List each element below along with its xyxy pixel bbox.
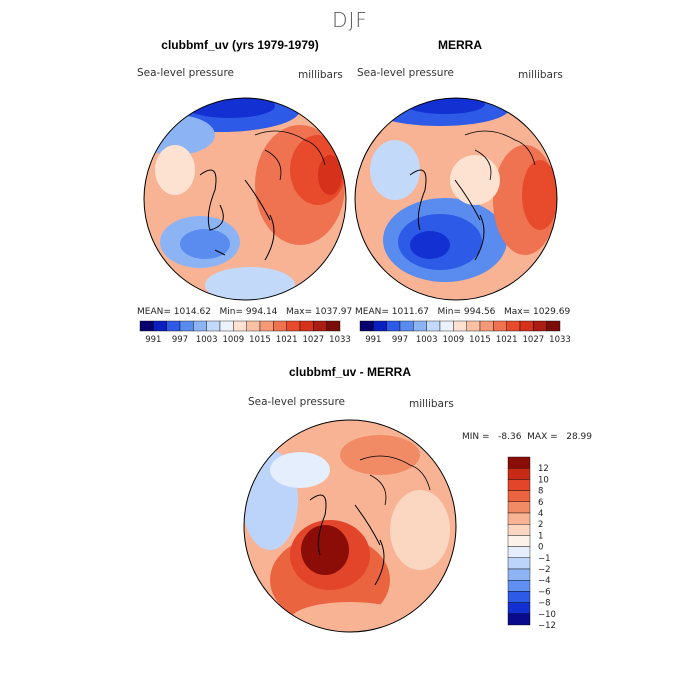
panel-2-colorbar-swatch <box>359 320 374 332</box>
panel-1-colorbar-swatch <box>166 320 181 332</box>
panel-1-colorbar-tick-label: 1015 <box>249 335 271 345</box>
panel-1-colorbar-swatch <box>286 320 301 332</box>
panel-3-map-border <box>243 419 457 633</box>
panel-3-colorbar-tick-label: 0 <box>538 543 543 553</box>
panel-3-colorbar-tick-label: 8 <box>538 487 543 497</box>
panel-2-colorbar-tick-label: 997 <box>392 335 408 345</box>
panel-2-colorbar-tick-label: 1009 <box>443 335 465 345</box>
panel-2-stats: MEAN= 1011.67 Min= 994.56 Max= 1029.69 <box>355 307 571 317</box>
panel-2-colorbar-tick-label: 1021 <box>496 335 518 345</box>
panel-1-colorbar-tick-label: 1033 <box>329 335 351 345</box>
panel-2-colorbar-swatch <box>453 320 467 332</box>
panel-1-colorbar-swatch <box>179 320 194 332</box>
panel-2-units-label: millibars <box>518 69 563 81</box>
panel-3-colorbar-swatch <box>507 580 531 592</box>
panel-2-colorbar-swatch <box>493 320 507 332</box>
panel-2-colorbar-tick-label: 1015 <box>469 335 491 345</box>
panel-2-map <box>355 98 557 300</box>
panel-1-colorbar-swatch <box>206 320 221 332</box>
panel-2-colorbar-swatch <box>439 320 454 332</box>
panel-3-colorbar-tick-label: 12 <box>538 464 549 474</box>
panel-3-colorbar-tick-label: 10 <box>538 475 549 485</box>
panel-1-colorbar-tick-label: 1021 <box>276 335 298 345</box>
panel-1-colorbar-swatch <box>259 320 274 332</box>
panel-3-colorbar-swatch <box>507 546 531 558</box>
panel-2-colorbar-tick-label: 1003 <box>416 335 438 345</box>
panel-2-colorbar-swatch <box>373 320 387 332</box>
panel-2-colorbar-swatch <box>533 320 547 332</box>
panel-3-colorbar-swatch <box>507 490 531 503</box>
panel-3-colorbar-swatch <box>507 535 531 547</box>
panel-1-colorbar-tick-label: 1003 <box>196 335 218 345</box>
panel-3-colorbar-swatch <box>507 524 531 536</box>
panel-3-colorbar-tick-label: 6 <box>538 498 543 508</box>
panel-1-colorbar-tick-label: 991 <box>145 335 161 345</box>
panel-1-colorbar-swatch <box>139 320 154 332</box>
panel-2-colorbar-swatch <box>413 320 427 332</box>
panel-3-colorbar-swatch <box>507 613 531 626</box>
panel-3-colorbar-swatch <box>507 468 531 480</box>
panel-3-colorbar-swatch <box>507 591 531 603</box>
panel-2-colorbar-swatch <box>479 320 494 332</box>
panel-3-colorbar-swatch <box>507 602 531 614</box>
panel-3-colorbar-swatch <box>507 568 531 581</box>
panel-2-colorbar-swatch <box>399 320 414 332</box>
panel-2-colorbar-swatch <box>546 320 561 332</box>
panel-1-colorbar-swatch <box>153 320 167 332</box>
panel-2-colorbar-swatch <box>386 320 401 332</box>
panel-1-colorbar-tick-label: 1009 <box>223 335 245 345</box>
panel-1-colorbar-swatch <box>326 320 341 332</box>
panel-2-colorbar-swatch <box>506 320 521 332</box>
panel-3-colorbar-swatch <box>507 479 531 491</box>
panel-1-colorbar-swatch <box>299 320 314 332</box>
panel-1-units-label: millibars <box>298 69 343 81</box>
panel-2-colorbar-swatch <box>466 320 481 332</box>
panel-2-colorbar-tick-label: 991 <box>365 335 381 345</box>
panel-1-title: clubbmf_uv (yrs 1979-1979) <box>161 38 319 52</box>
panel-3-units-label: millibars <box>409 398 454 410</box>
panel-1-colorbar-swatch <box>233 320 247 332</box>
panel-1-colorbar-swatch <box>193 320 207 332</box>
panel-1-colorbar-tick-label: 1027 <box>303 335 325 345</box>
panel-3-colorbar-tick-label: 2 <box>538 520 543 530</box>
panel-1-map-border <box>143 97 347 301</box>
panel-2-title: MERRA <box>438 38 482 52</box>
panel-2-colorbar-swatch <box>426 320 441 332</box>
panel-3-colorbar-swatch <box>507 456 531 469</box>
figure-title: DJF <box>332 8 368 32</box>
panel-3-colorbar-tick-label: 1 <box>538 531 543 541</box>
panel-1-colorbar-swatch <box>246 320 261 332</box>
panel-3-variable-label: Sea-level pressure <box>248 396 346 408</box>
panel-3-stats: MIN = -8.36 MAX = 28.99 <box>462 432 592 442</box>
panel-1-colorbar-swatch <box>273 320 287 332</box>
panel-1-stats: MEAN= 1014.62 Min= 994.14 Max= 1037.97 <box>137 307 353 317</box>
panel-3-colorbar-tick-label: 4 <box>538 509 543 519</box>
panel-3-colorbar-tick-label: −12 <box>538 621 556 631</box>
panel-2-variable-label: Sea-level pressure <box>357 67 455 79</box>
panel-3-colorbar-swatch <box>507 512 531 525</box>
panel-2-map-border <box>354 97 558 301</box>
panel-3-colorbar-tick-label: −10 <box>538 610 556 620</box>
panel-1-variable-label: Sea-level pressure <box>137 67 235 79</box>
panel-3-colorbar-swatch <box>507 501 531 514</box>
panel-3-colorbar-swatch <box>507 557 531 570</box>
panel-3-map <box>244 420 456 632</box>
panel-1-colorbar-swatch <box>219 320 234 332</box>
panel-3-colorbar-tick-label: −6 <box>538 587 551 597</box>
panel-1-map <box>144 98 346 300</box>
panel-3-colorbar-tick-label: −1 <box>538 554 551 564</box>
panel-3-colorbar-tick-label: −4 <box>538 576 551 586</box>
panel-3-colorbar-tick-label: −8 <box>538 599 551 609</box>
panel-1-colorbar-tick-label: 997 <box>172 335 188 345</box>
panel-2-colorbar-swatch <box>519 320 534 332</box>
panel-2-colorbar-tick-label: 1027 <box>523 335 545 345</box>
panel-3-colorbar-tick-label: −2 <box>538 565 551 575</box>
panel-2-colorbar-tick-label: 1033 <box>549 335 571 345</box>
panel-1-colorbar-swatch <box>313 320 327 332</box>
panel-3-title: clubbmf_uv - MERRA <box>288 365 411 379</box>
